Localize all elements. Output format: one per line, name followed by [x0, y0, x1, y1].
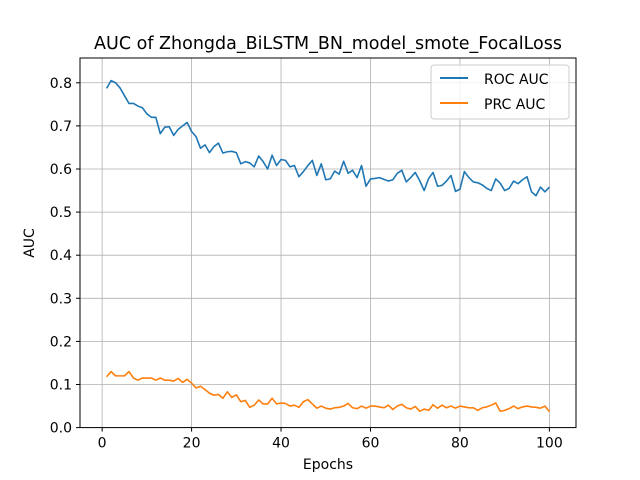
grid-lines	[80, 58, 576, 429]
x-axis: 0 20 40 60 80 100	[98, 427, 563, 452]
legend-label-prc: PRC AUC	[484, 97, 546, 113]
x-tick-label: 0	[98, 436, 107, 452]
series-line-roc-auc	[105, 79, 550, 197]
y-tick-label: 0.4	[50, 248, 72, 264]
x-axis-label: Epochs	[303, 457, 353, 473]
y-tick-label: 0.3	[50, 291, 72, 307]
x-tick-label: 100	[536, 436, 563, 452]
y-tick-label: 0.5	[50, 205, 72, 221]
y-tick-label: 0.2	[50, 334, 72, 350]
y-tick-label: 0.6	[50, 162, 72, 178]
legend-label-roc: ROC AUC	[484, 72, 549, 88]
y-tick-label: 0.1	[50, 377, 72, 393]
x-tick-label: 80	[451, 436, 469, 452]
y-axis-label: AUC	[22, 228, 38, 258]
chart-title: AUC of Zhongda_BiLSTM_BN_model_smote_Foc…	[94, 34, 562, 54]
y-axis: 0.0 0.1 0.2 0.3 0.4 0.5 0.6 0.7 0.8	[50, 76, 80, 437]
plot-frame	[79, 57, 577, 429]
series-line-prc-auc	[106, 370, 551, 413]
y-tick-label: 0.0	[50, 421, 72, 437]
legend: ROC AUC PRC AUC	[430, 64, 570, 120]
y-tick-label: 0.7	[50, 119, 72, 135]
y-tick-label: 0.8	[50, 76, 72, 92]
x-tick-label: 40	[272, 436, 290, 452]
series-layer	[105, 79, 551, 413]
x-tick-label: 60	[362, 436, 380, 452]
x-tick-label: 20	[183, 436, 201, 452]
